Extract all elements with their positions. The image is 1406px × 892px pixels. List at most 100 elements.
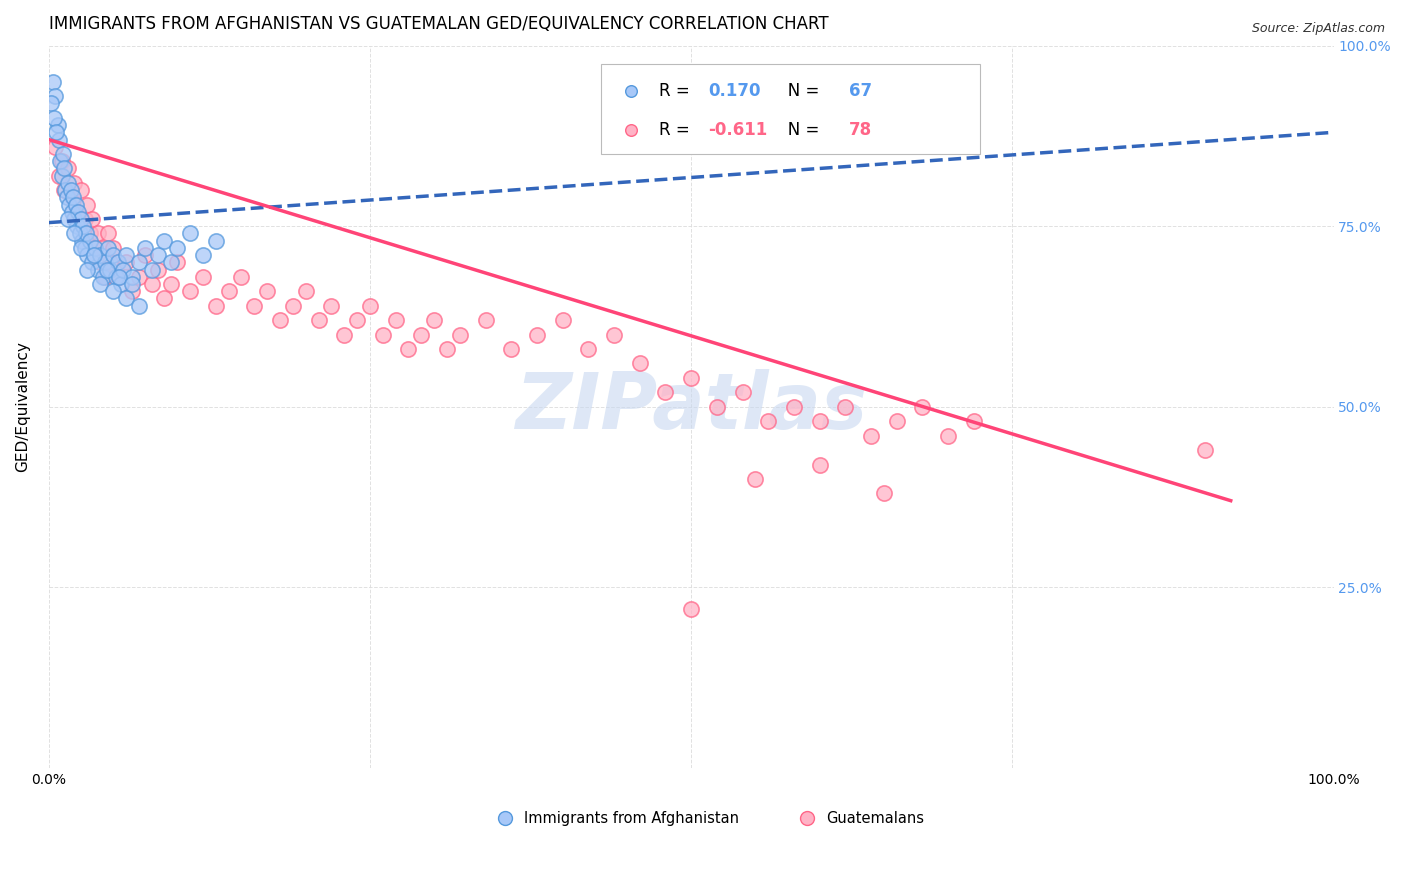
Point bbox=[48, 132, 70, 146]
Text: Immigrants from Afghanistan: Immigrants from Afghanistan bbox=[524, 811, 740, 826]
Point bbox=[756, 414, 779, 428]
Point bbox=[384, 313, 406, 327]
Point bbox=[706, 400, 728, 414]
Point bbox=[63, 212, 86, 227]
Point bbox=[128, 299, 150, 313]
Point bbox=[191, 248, 214, 262]
Point bbox=[159, 255, 181, 269]
Point bbox=[436, 342, 458, 356]
Point bbox=[100, 262, 122, 277]
Point bbox=[63, 176, 86, 190]
Point bbox=[53, 161, 76, 176]
Point bbox=[134, 248, 156, 262]
Point bbox=[58, 197, 80, 211]
Point bbox=[423, 313, 446, 327]
Point bbox=[911, 400, 934, 414]
Point bbox=[936, 428, 959, 442]
Point bbox=[69, 227, 91, 241]
Point bbox=[51, 169, 73, 183]
Point bbox=[108, 269, 131, 284]
Point bbox=[114, 255, 136, 269]
Point bbox=[76, 197, 98, 211]
Point bbox=[886, 414, 908, 428]
Point bbox=[191, 269, 214, 284]
Point bbox=[620, 122, 643, 136]
Point bbox=[121, 269, 143, 284]
Point bbox=[153, 234, 176, 248]
Point bbox=[141, 262, 163, 277]
Point bbox=[166, 241, 188, 255]
Point bbox=[75, 227, 97, 241]
Point bbox=[141, 277, 163, 291]
Point bbox=[62, 190, 84, 204]
Point bbox=[731, 385, 754, 400]
Point bbox=[70, 212, 93, 227]
Point bbox=[45, 125, 67, 139]
Point bbox=[1194, 443, 1216, 458]
Point bbox=[166, 255, 188, 269]
Text: N =: N = bbox=[772, 81, 825, 100]
FancyBboxPatch shape bbox=[602, 63, 980, 154]
Point bbox=[796, 812, 818, 826]
Point bbox=[243, 299, 266, 313]
Point bbox=[60, 204, 83, 219]
Point bbox=[963, 414, 986, 428]
Point bbox=[94, 269, 117, 284]
Point bbox=[96, 262, 118, 277]
Point bbox=[55, 183, 77, 197]
Point bbox=[60, 190, 83, 204]
Point bbox=[49, 154, 72, 169]
Y-axis label: GED/Equivalency: GED/Equivalency bbox=[15, 342, 30, 472]
Point bbox=[83, 248, 105, 262]
Point bbox=[48, 169, 70, 183]
Point bbox=[359, 299, 381, 313]
Point bbox=[110, 277, 132, 291]
Point bbox=[73, 241, 96, 255]
Point bbox=[108, 269, 131, 284]
Point bbox=[56, 176, 79, 190]
Point bbox=[97, 227, 120, 241]
Text: Guatemalans: Guatemalans bbox=[827, 811, 924, 826]
Point bbox=[42, 111, 65, 125]
Point bbox=[179, 284, 201, 298]
Point bbox=[744, 472, 766, 486]
Point bbox=[449, 327, 471, 342]
Point bbox=[218, 284, 240, 298]
Point bbox=[101, 248, 124, 262]
Point bbox=[44, 89, 66, 103]
Point bbox=[79, 227, 101, 241]
Point bbox=[179, 227, 201, 241]
Point bbox=[91, 241, 114, 255]
Point bbox=[146, 262, 169, 277]
Point bbox=[41, 75, 63, 89]
Text: -0.611: -0.611 bbox=[707, 120, 768, 138]
Point bbox=[808, 458, 831, 472]
Point bbox=[501, 342, 523, 356]
Point bbox=[308, 313, 330, 327]
Point bbox=[76, 248, 98, 262]
Point bbox=[79, 234, 101, 248]
Point bbox=[91, 269, 114, 284]
Text: R =: R = bbox=[659, 120, 695, 138]
Point bbox=[620, 84, 643, 98]
Point bbox=[269, 313, 291, 327]
Point bbox=[783, 400, 806, 414]
Point bbox=[82, 212, 104, 227]
Point bbox=[53, 183, 76, 197]
Point bbox=[128, 269, 150, 284]
Point bbox=[146, 248, 169, 262]
Text: Source: ZipAtlas.com: Source: ZipAtlas.com bbox=[1251, 22, 1385, 36]
Point bbox=[46, 118, 69, 132]
Point bbox=[873, 486, 896, 500]
Point bbox=[321, 299, 343, 313]
Point bbox=[576, 342, 599, 356]
Text: ZIPatlas: ZIPatlas bbox=[515, 368, 868, 445]
Point bbox=[66, 219, 89, 234]
Point bbox=[76, 262, 98, 277]
Point bbox=[107, 255, 129, 269]
Point bbox=[82, 255, 104, 269]
Point bbox=[56, 161, 79, 176]
Point bbox=[128, 255, 150, 269]
Point bbox=[84, 241, 107, 255]
Point bbox=[121, 277, 143, 291]
